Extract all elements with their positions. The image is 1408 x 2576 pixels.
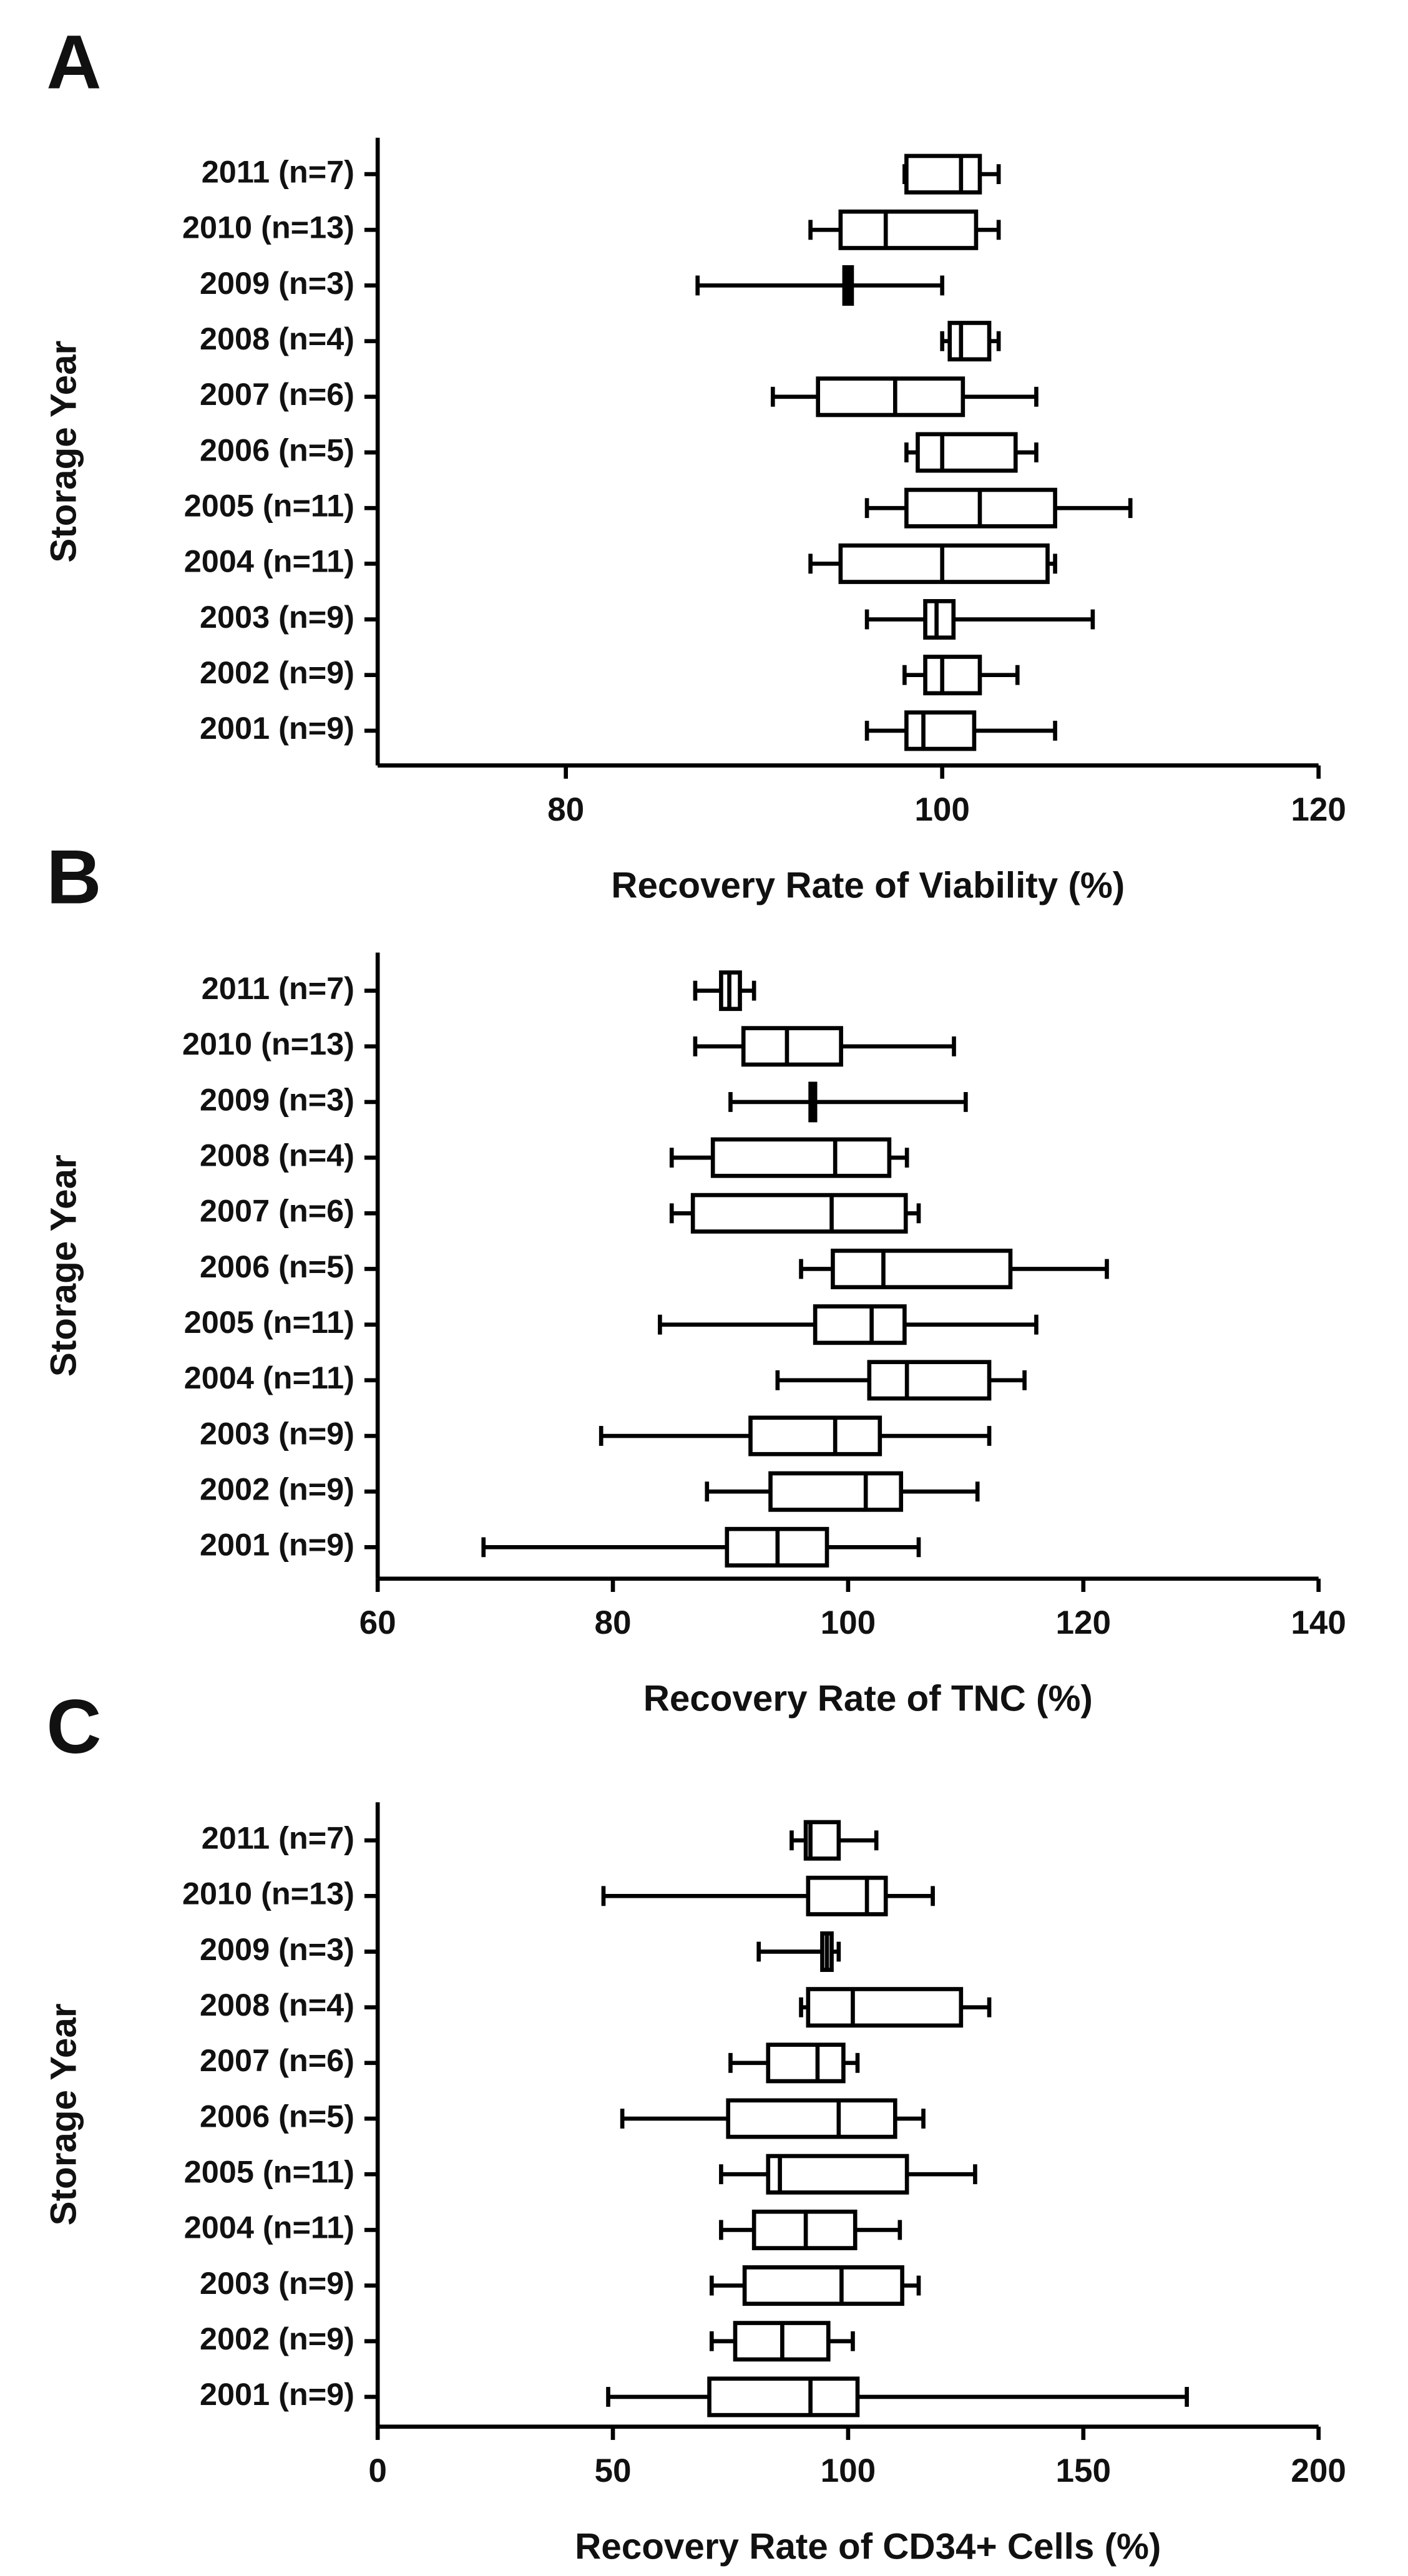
y-tick-label: 2006 (n=5) [200,2098,354,2134]
y-tick-label: 2008 (n=4) [200,321,354,356]
x-tick-label: 60 [359,1604,396,1641]
box [916,432,1018,473]
box [741,1026,843,1067]
y-axis-label: Storage Year [44,341,84,563]
box [742,2265,904,2306]
y-tick-label: 2010 (n=13) [182,1876,354,1911]
y-tick-label: 2007 (n=6) [200,376,354,412]
y-tick-label: 2004 (n=11) [184,544,354,579]
y-axis-label: Storage Year [44,1154,84,1377]
box [904,154,982,195]
box [707,2376,860,2417]
x-tick-label: 140 [1291,1604,1346,1641]
x-tick-label: 200 [1291,2452,1346,2489]
y-tick-label: 2001 (n=9) [200,1527,354,1563]
x-tick-label: 80 [595,1604,632,1641]
x-tick-label: 100 [821,1604,876,1641]
y-tick-label: 2008 (n=4) [200,1137,354,1173]
y-tick-label: 2009 (n=3) [200,1081,354,1117]
box [831,1248,1013,1289]
box [690,1193,908,1234]
y-tick-label: 2010 (n=13) [182,210,354,245]
box [923,655,982,696]
box [806,1875,888,1916]
y-tick-label: 2009 (n=3) [200,265,354,301]
y-tick-label: 2007 (n=6) [200,2042,354,2078]
x-tick-label: 80 [547,791,584,828]
box [768,1471,904,1512]
x-tick-label: 50 [595,2452,632,2489]
x-tick-label: 150 [1056,2452,1112,2489]
y-tick-label: 2011 (n=7) [202,1820,354,1855]
box [766,2154,909,2195]
x-tick-label: 100 [821,2452,876,2489]
box [813,1304,907,1345]
y-tick-label: 2008 (n=4) [200,1987,354,2022]
y-tick-label: 2009 (n=3) [200,1931,354,1967]
y-tick-label: 2003 (n=9) [200,2265,354,2301]
box [710,1137,892,1178]
y-tick-label: 2004 (n=11) [184,2210,354,2245]
box [816,376,966,417]
y-tick-label: 2006 (n=5) [200,432,354,467]
panel-label: B [46,834,101,919]
x-tick-label: 100 [914,791,970,828]
y-tick-label: 2010 (n=13) [182,1026,354,1061]
box [748,1415,882,1456]
panel-label: A [46,19,101,104]
y-tick-label: 2002 (n=9) [200,655,354,690]
box [947,321,992,362]
y-tick-label: 2005 (n=11) [184,487,354,523]
x-tick-label: 120 [1291,791,1346,828]
y-tick-label: 2002 (n=9) [200,2321,354,2356]
box [726,2098,897,2139]
x-axis-label: Recovery Rate of TNC (%) [643,1679,1093,1719]
y-tick-label: 2005 (n=11) [184,1304,354,1340]
y-tick-label: 2004 (n=11) [184,1360,354,1395]
y-tick-label: 2011 (n=7) [202,154,354,189]
x-axis-label: Recovery Rate of CD34+ Cells (%) [575,2527,1161,2567]
y-tick-label: 2003 (n=9) [200,1415,354,1451]
box [766,2042,846,2084]
y-axis-label: Storage Year [44,2003,84,2225]
panel-label: C [46,1684,101,1769]
x-tick-label: 0 [368,2452,387,2489]
box [838,209,979,250]
x-tick-label: 120 [1056,1604,1112,1641]
box [904,710,977,751]
box [923,599,956,640]
y-tick-label: 2001 (n=9) [200,2376,354,2412]
y-tick-label: 2007 (n=6) [200,1193,354,1229]
box [867,1360,992,1401]
box [806,1987,964,2028]
x-axis-label: Recovery Rate of Viability (%) [611,865,1125,905]
y-tick-label: 2001 (n=9) [200,710,354,746]
y-tick-label: 2005 (n=11) [184,2154,354,2190]
y-tick-label: 2006 (n=5) [200,1249,354,1284]
y-tick-label: 2011 (n=7) [202,970,354,1006]
y-tick-label: 2002 (n=9) [200,1471,354,1507]
y-tick-label: 2003 (n=9) [200,599,354,635]
